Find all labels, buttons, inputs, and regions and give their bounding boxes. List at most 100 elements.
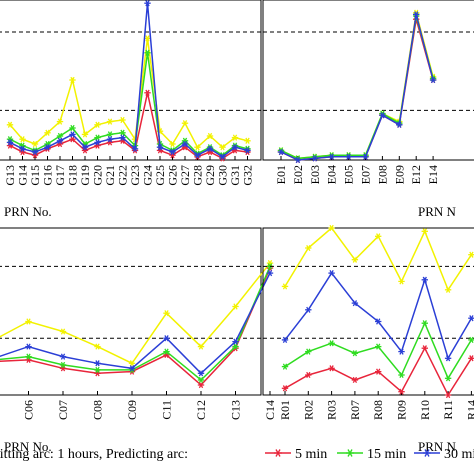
- data-point: [94, 360, 101, 367]
- data-point: [197, 370, 205, 377]
- series-line-4: [0, 262, 271, 365]
- data-point: [351, 256, 359, 263]
- x-tick-label: G31: [228, 165, 242, 186]
- data-point: [219, 153, 226, 160]
- data-point: [119, 134, 126, 141]
- data-point: [294, 156, 302, 164]
- data-point: [25, 318, 32, 325]
- data-point: [444, 286, 452, 293]
- data-point: [94, 366, 101, 374]
- data-point: [421, 228, 428, 235]
- data-point: [144, 49, 151, 56]
- series-line-3: [9, 3, 248, 158]
- data-point: [232, 338, 239, 345]
- data-point: [328, 340, 335, 347]
- data-point: [398, 278, 405, 285]
- data-point: [444, 375, 452, 382]
- data-point: [328, 153, 335, 160]
- legend-label: 30 min: [444, 447, 474, 462]
- data-point: [281, 363, 289, 370]
- data-point: [44, 144, 51, 151]
- legend: Fitting arc: 1 hours, Predicting arc: 5 …: [0, 447, 474, 462]
- data-point: [375, 343, 382, 350]
- x-tick-label: C12: [194, 400, 208, 420]
- data-point: [219, 144, 226, 151]
- legend-entry-1: 5 min: [265, 447, 327, 462]
- data-point: [328, 224, 335, 232]
- x-tick-label: G21: [103, 165, 117, 186]
- data-point: [169, 140, 176, 148]
- data-point: [244, 137, 251, 144]
- data-point: [351, 350, 359, 357]
- x-tick-label: R11: [441, 400, 455, 420]
- x-axis-label: PRN No.: [4, 204, 52, 219]
- data-point: [169, 148, 176, 156]
- data-point: [6, 139, 14, 146]
- data-point: [231, 144, 239, 151]
- data-point: [59, 361, 67, 369]
- series-line-3: [280, 14, 434, 161]
- x-tick-label: R10: [418, 400, 432, 420]
- x-tick-label: C14: [263, 400, 277, 420]
- data-point: [19, 145, 26, 152]
- plot-frame: [262, 227, 474, 396]
- data-point: [398, 388, 405, 395]
- data-point: [106, 131, 114, 138]
- data-point: [56, 118, 64, 125]
- x-tick-label: R08: [371, 400, 385, 420]
- x-tick-label: C13: [229, 400, 243, 420]
- data-point: [444, 355, 452, 362]
- series-line-4: [9, 38, 248, 149]
- data-point: [421, 345, 428, 352]
- data-point: [144, 89, 151, 96]
- series-line-1: [9, 92, 248, 160]
- data-point: [305, 306, 312, 313]
- plot-frame: [0, 0, 262, 161]
- data-point: [305, 348, 312, 355]
- data-point: [81, 144, 89, 151]
- data-point: [421, 320, 428, 327]
- data-point: [44, 129, 51, 136]
- chart-panel-1: G13G14G15G16G17G18G19G20G21G22G23G24G25G…: [0, 0, 262, 219]
- series-line-2: [284, 321, 473, 380]
- x-tick-label: G26: [166, 165, 180, 186]
- data-point: [429, 76, 437, 84]
- data-point: [328, 365, 335, 372]
- data-point: [244, 147, 251, 154]
- series-line-4: [280, 12, 434, 160]
- x-tick-label: R07: [348, 400, 362, 420]
- x-tick-label: G14: [16, 165, 30, 186]
- x-tick-label: C11: [160, 400, 174, 420]
- data-point: [181, 120, 189, 127]
- x-tick-label: G16: [41, 165, 55, 186]
- x-tick-label: R02: [301, 400, 315, 420]
- x-axis-label: PRN N: [418, 204, 457, 219]
- data-point: [59, 365, 67, 372]
- data-point: [206, 145, 214, 152]
- x-tick-label: E08: [375, 165, 389, 184]
- legend-label: 15 min: [367, 447, 406, 462]
- x-tick-label: G25: [153, 165, 167, 186]
- x-tick-label: G15: [28, 165, 42, 186]
- data-point: [232, 303, 239, 310]
- x-tick-label: G17: [53, 165, 67, 186]
- data-point: [19, 136, 26, 143]
- data-point: [266, 269, 274, 277]
- plot-frame: [0, 227, 262, 396]
- x-tick-label: E14: [426, 165, 440, 184]
- x-tick-label: C09: [125, 400, 139, 420]
- data-point: [163, 310, 170, 317]
- data-point: [25, 353, 32, 360]
- x-tick-label: E07: [359, 165, 373, 184]
- x-tick-label: G18: [66, 165, 80, 186]
- data-point: [379, 112, 386, 119]
- data-point: [194, 152, 201, 159]
- data-point: [305, 244, 312, 252]
- data-point: [362, 153, 369, 160]
- data-point: [81, 131, 89, 138]
- data-point: [156, 144, 164, 151]
- data-point: [94, 139, 101, 146]
- data-point: [131, 145, 139, 152]
- data-point: [163, 335, 170, 342]
